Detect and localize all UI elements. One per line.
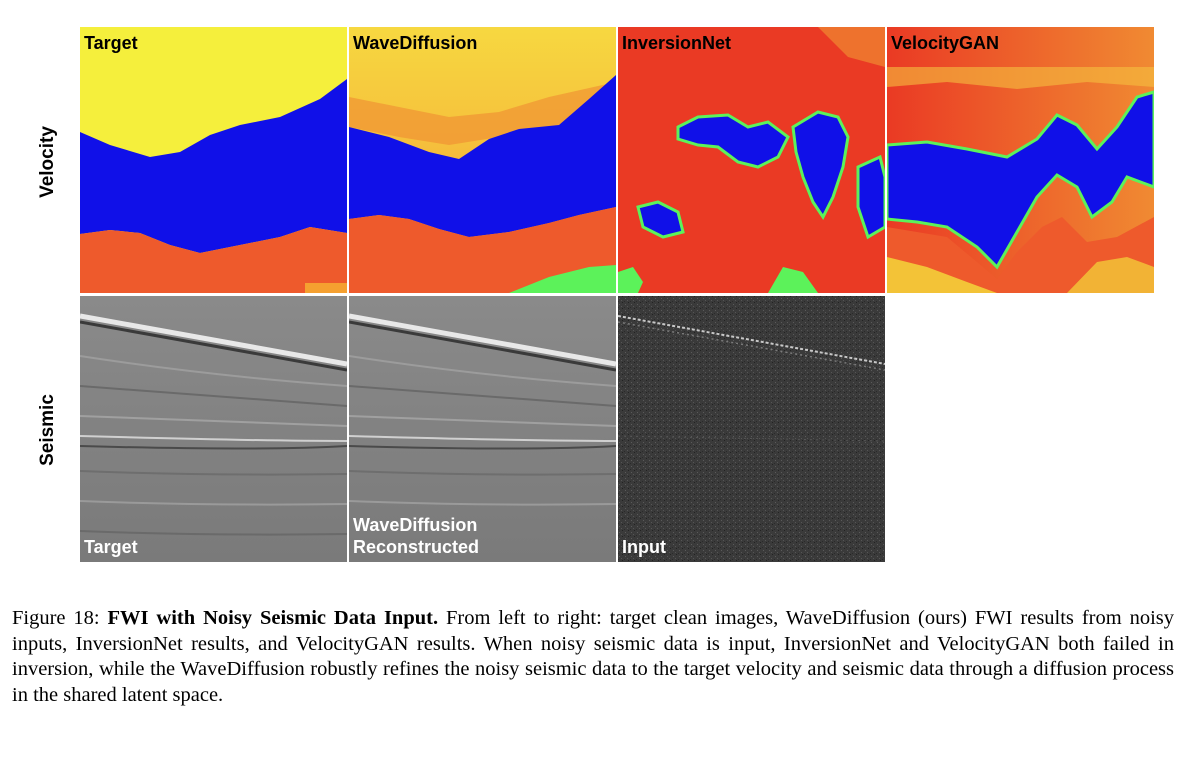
velocity-panel-velocitygan: VelocityGAN — [887, 27, 1154, 293]
velocity-panel-title: InversionNet — [622, 33, 732, 53]
seismic-label-line2: Reconstructed — [353, 537, 480, 557]
velocity-panel-target: Target — [80, 27, 347, 293]
seismic-label-line1: WaveDiffusion — [353, 515, 478, 535]
figure-number: Figure 18: — [12, 607, 100, 629]
seismic-panel-label: Target — [84, 537, 138, 557]
figure-caption-text: From left to right: target clean images,… — [12, 607, 1174, 706]
seismic-panel-label: Input — [622, 537, 666, 557]
velocity-row-label: Velocity — [37, 126, 58, 198]
velocity-panel-wavediffusion: WaveDiffusion — [349, 27, 616, 293]
figure-caption: Figure 18: FWI with Noisy Seismic Data I… — [12, 606, 1174, 708]
seismic-panel-label: WaveDiffusion Reconstructed — [353, 514, 479, 558]
velocity-panel-title: WaveDiffusion — [353, 33, 478, 53]
figure-title: FWI with Noisy Seismic Data Input. — [107, 607, 439, 629]
seismic-row-label: Seismic — [37, 394, 58, 466]
velocity-panel-title: Target — [84, 33, 138, 53]
seismic-panel-wavediffusion: WaveDiffusion Reconstructed — [349, 296, 616, 562]
seismic-panel-input: Input — [618, 296, 885, 562]
velocity-panel-title: VelocityGAN — [891, 33, 1000, 53]
seismic-panel-target: Target — [80, 296, 347, 562]
velocity-panel-inversionnet: InversionNet — [618, 27, 885, 293]
